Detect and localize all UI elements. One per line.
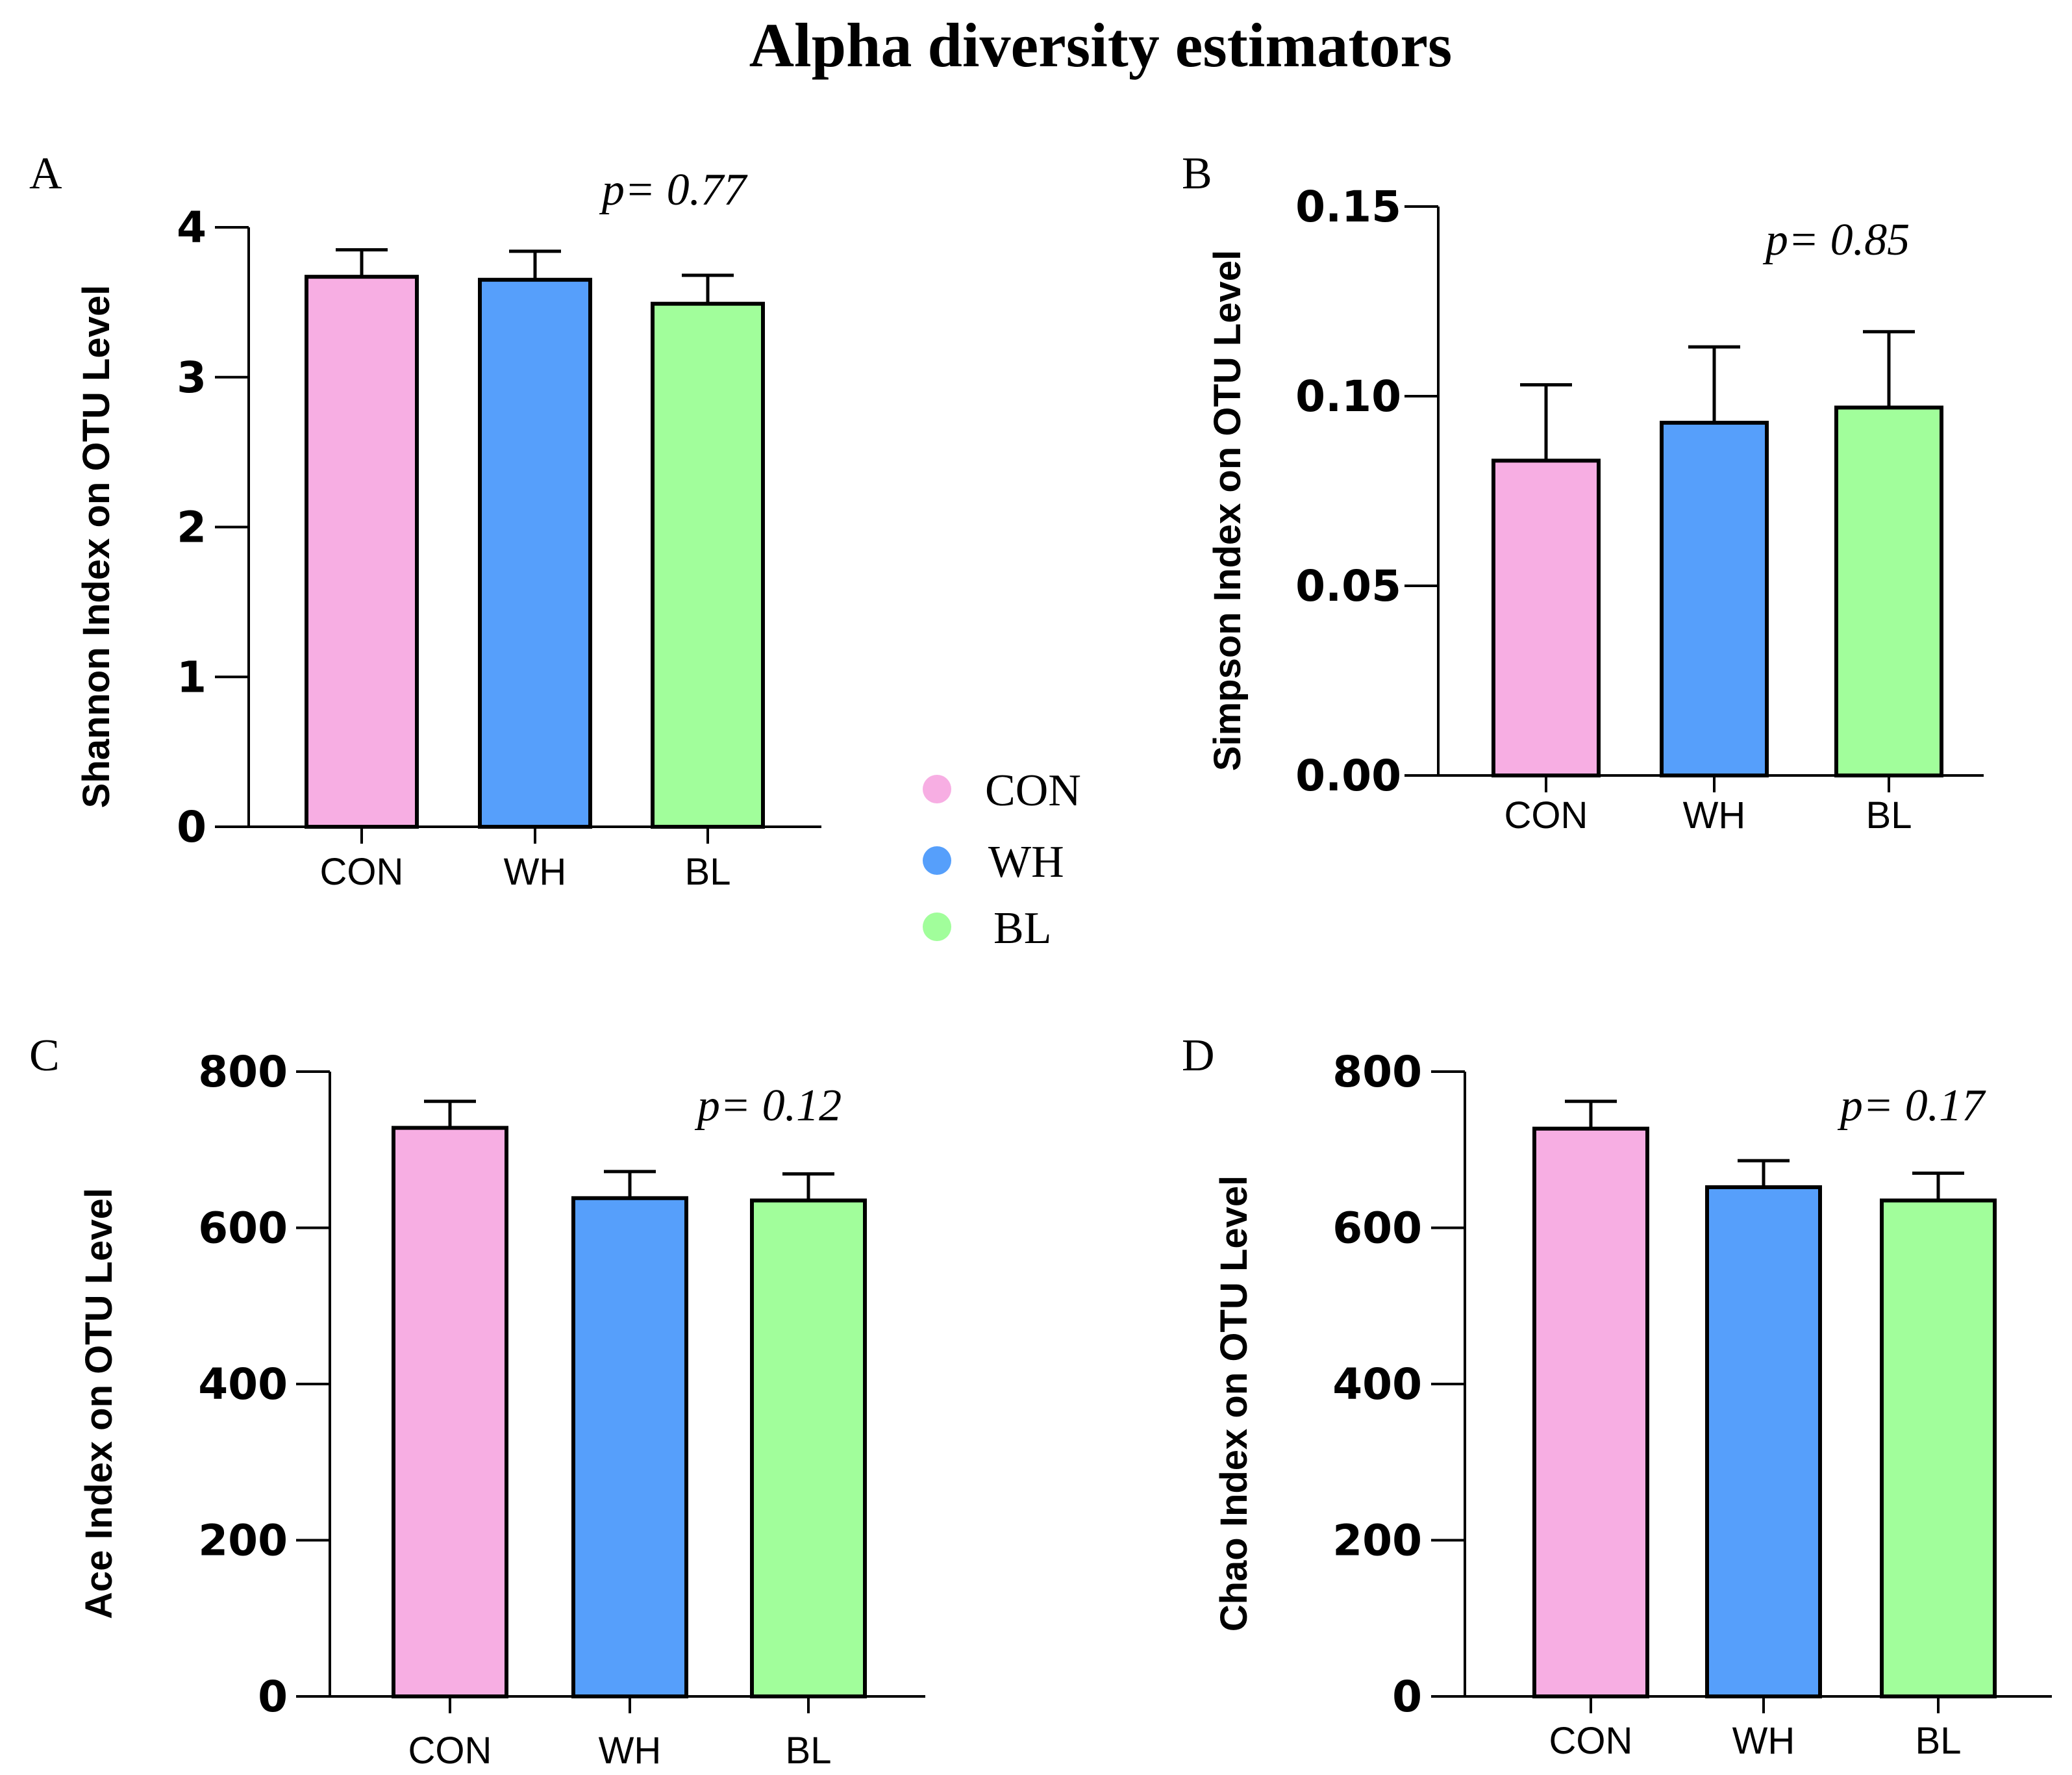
legend-label: BL (993, 903, 1051, 953)
panels: A 0 1 2 3 4 CON WH BL Shannon Index on OTU Level p… (29, 149, 2052, 1772)
y-tick-label: 4 (177, 203, 206, 253)
y-tick-label: 0 (177, 802, 206, 852)
x-tick-label-bl: BL (1916, 1720, 1962, 1762)
x-tick-label-bl: BL (685, 851, 731, 893)
x-tick-label-bl: BL (1866, 794, 1912, 837)
p-value-annotation: p= 0.85 (1762, 215, 1910, 265)
x-tick-label-con: CON (408, 1730, 492, 1772)
x-tick-label-wh: WH (599, 1730, 662, 1772)
x-tick-label-con: CON (1549, 1720, 1633, 1762)
panel-letter: C (29, 1031, 60, 1081)
y-tick-label: 600 (198, 1203, 288, 1253)
figure-title: Alpha diversity estimators (749, 10, 1453, 80)
legend-item-wh: WH (923, 837, 1064, 887)
bar-bl (1880, 1198, 1997, 1698)
bar-bl (750, 1198, 867, 1698)
p-value-annotation: p= 0.17 (1837, 1081, 1986, 1131)
y-axis-label: Simpson Index on OTU Level (1206, 250, 1249, 771)
legend-label: WH (988, 837, 1064, 887)
y-tick-label: 200 (1332, 1516, 1422, 1566)
y-tick-label: 0.05 (1295, 561, 1401, 611)
y-tick-label: 400 (1332, 1359, 1422, 1409)
y-tick-label: 1 (177, 652, 206, 702)
bar-con (305, 275, 419, 829)
y-tick-label: 800 (198, 1047, 288, 1097)
x-tick-label-wh: WH (1683, 794, 1746, 837)
x-tick-label-con: CON (1504, 794, 1588, 837)
bar-bl (651, 301, 765, 829)
bar-wh (1660, 420, 1769, 777)
y-tick-label: 0.10 (1295, 371, 1401, 422)
y-tick-label: 400 (198, 1359, 288, 1409)
legend-marker (923, 913, 951, 941)
x-tick-label-bl: BL (786, 1730, 832, 1772)
legend: CON WH BL (923, 766, 1081, 953)
y-tick-label: 3 (177, 353, 206, 403)
panel-letter: B (1182, 149, 1212, 199)
x-tick-label-con: CON (320, 851, 404, 893)
legend-item-con: CON (923, 766, 1081, 816)
bar-bl (1834, 405, 1943, 777)
legend-marker (923, 846, 951, 875)
y-axis-label: Ace Index on OTU Level (78, 1188, 120, 1619)
legend-marker (923, 775, 951, 803)
x-tick-label-wh: WH (504, 851, 567, 893)
panel-a: A 0 1 2 3 4 CON WH BL Shannon Index on OTU Level p… (29, 149, 821, 893)
legend-item-bl: BL (923, 903, 1051, 953)
panel-c: C 0 200 400 600 800 CON WH BL Ace Index on OTU Le… (29, 1031, 925, 1772)
bar-wh (1705, 1185, 1822, 1698)
panel-letter: A (29, 149, 62, 199)
p-value-annotation: p= 0.77 (599, 165, 748, 215)
y-tick-label: 0 (258, 1672, 288, 1722)
y-tick-label: 600 (1332, 1203, 1422, 1253)
panel-letter: D (1182, 1031, 1215, 1081)
legend-label: CON (985, 766, 1081, 816)
bar-con (392, 1126, 508, 1698)
y-tick-label: 2 (177, 503, 206, 553)
y-tick-label: 200 (198, 1516, 288, 1566)
y-tick-label: 0.00 (1295, 751, 1401, 801)
bar-wh (478, 277, 592, 829)
p-value-annotation: p= 0.12 (694, 1081, 842, 1131)
y-tick-label: 0.15 (1295, 182, 1401, 232)
bar-con (1532, 1126, 1649, 1698)
y-tick-label: 0 (1392, 1672, 1422, 1722)
bar-con (1492, 459, 1601, 778)
y-axis-label: Chao Index on OTU Level (1213, 1176, 1255, 1632)
y-tick-label: 800 (1332, 1047, 1422, 1097)
panel-d: D 0 200 400 600 800 CON WH BL Chao Index on OTU L… (1182, 1031, 2052, 1762)
y-axis-label: Shannon Index on OTU Level (75, 285, 118, 809)
panel-b: B 0.00 0.05 0.10 0.15 CON WH BL Simpson Index on… (1182, 149, 1984, 837)
x-tick-label-wh: WH (1732, 1720, 1795, 1762)
bar-wh (571, 1196, 688, 1699)
